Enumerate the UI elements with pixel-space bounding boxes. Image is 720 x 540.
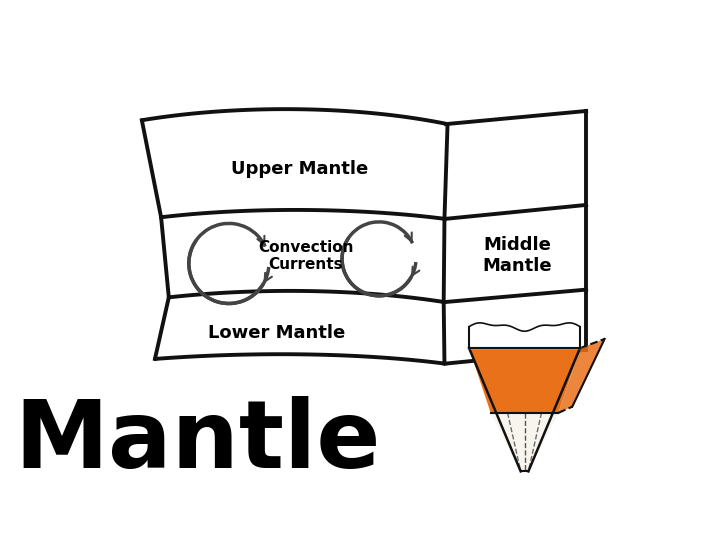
Polygon shape	[446, 205, 586, 302]
Polygon shape	[446, 289, 586, 363]
Text: Mantle: Mantle	[15, 396, 382, 488]
Text: Convection
Currents: Convection Currents	[258, 240, 354, 272]
Text: Lower Mantle: Lower Mantle	[208, 324, 345, 342]
Polygon shape	[490, 413, 559, 471]
Polygon shape	[469, 348, 580, 413]
Polygon shape	[142, 109, 448, 219]
Text: Upper Mantle: Upper Mantle	[231, 160, 369, 178]
Text: Middle
Mantle: Middle Mantle	[482, 237, 552, 275]
Polygon shape	[155, 291, 444, 363]
Polygon shape	[161, 210, 444, 302]
Polygon shape	[446, 111, 586, 219]
Polygon shape	[559, 339, 605, 413]
